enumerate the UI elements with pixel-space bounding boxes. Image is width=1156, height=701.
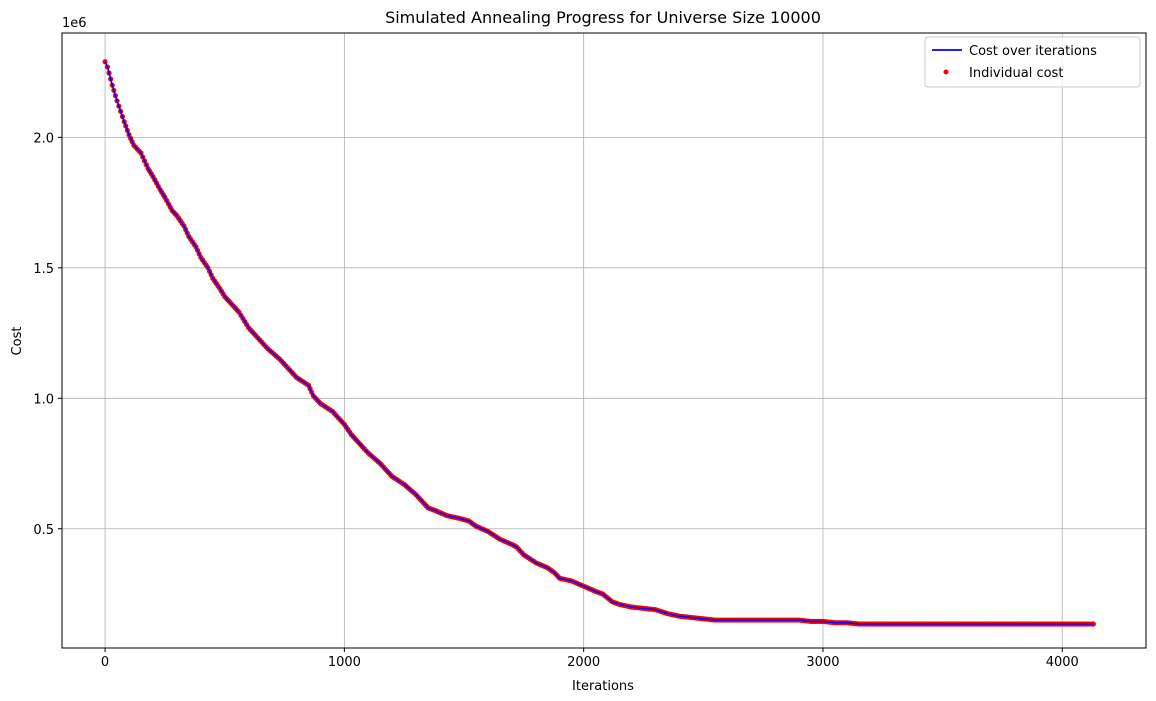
plot-data <box>102 59 1096 627</box>
grid <box>62 33 1146 648</box>
y-tick-label: 0.5 <box>33 523 54 538</box>
legend-scatter-marker <box>943 69 949 75</box>
legend: Cost over iterations Individual cost <box>924 36 1141 88</box>
x-tick-label: 1000 <box>328 655 361 670</box>
x-tick-label: 2000 <box>567 655 600 670</box>
x-tick-label: 0 <box>101 655 109 670</box>
cost-line <box>104 61 1094 625</box>
legend-box <box>924 36 1141 88</box>
legend-label-scatter: Individual cost <box>969 66 1063 81</box>
y-offset-label: 1e6 <box>62 16 87 31</box>
legend-label-line: Cost over iterations <box>969 44 1097 59</box>
ticks: 0 1000 2000 3000 4000 0.5 1.0 1.5 2.0 <box>33 131 1078 670</box>
y-tick-label: 2.0 <box>33 131 54 146</box>
plot-frame <box>61 32 1147 649</box>
y-axis-label: Cost <box>10 327 25 356</box>
y-tick-label: 1.0 <box>33 392 54 407</box>
x-axis-label: Iterations <box>572 679 634 694</box>
y-tick-label: 1.5 <box>33 262 54 277</box>
x-tick-label: 4000 <box>1046 655 1079 670</box>
chart-title: Simulated Annealing Progress for Univers… <box>385 8 821 27</box>
x-tick-label: 3000 <box>806 655 839 670</box>
